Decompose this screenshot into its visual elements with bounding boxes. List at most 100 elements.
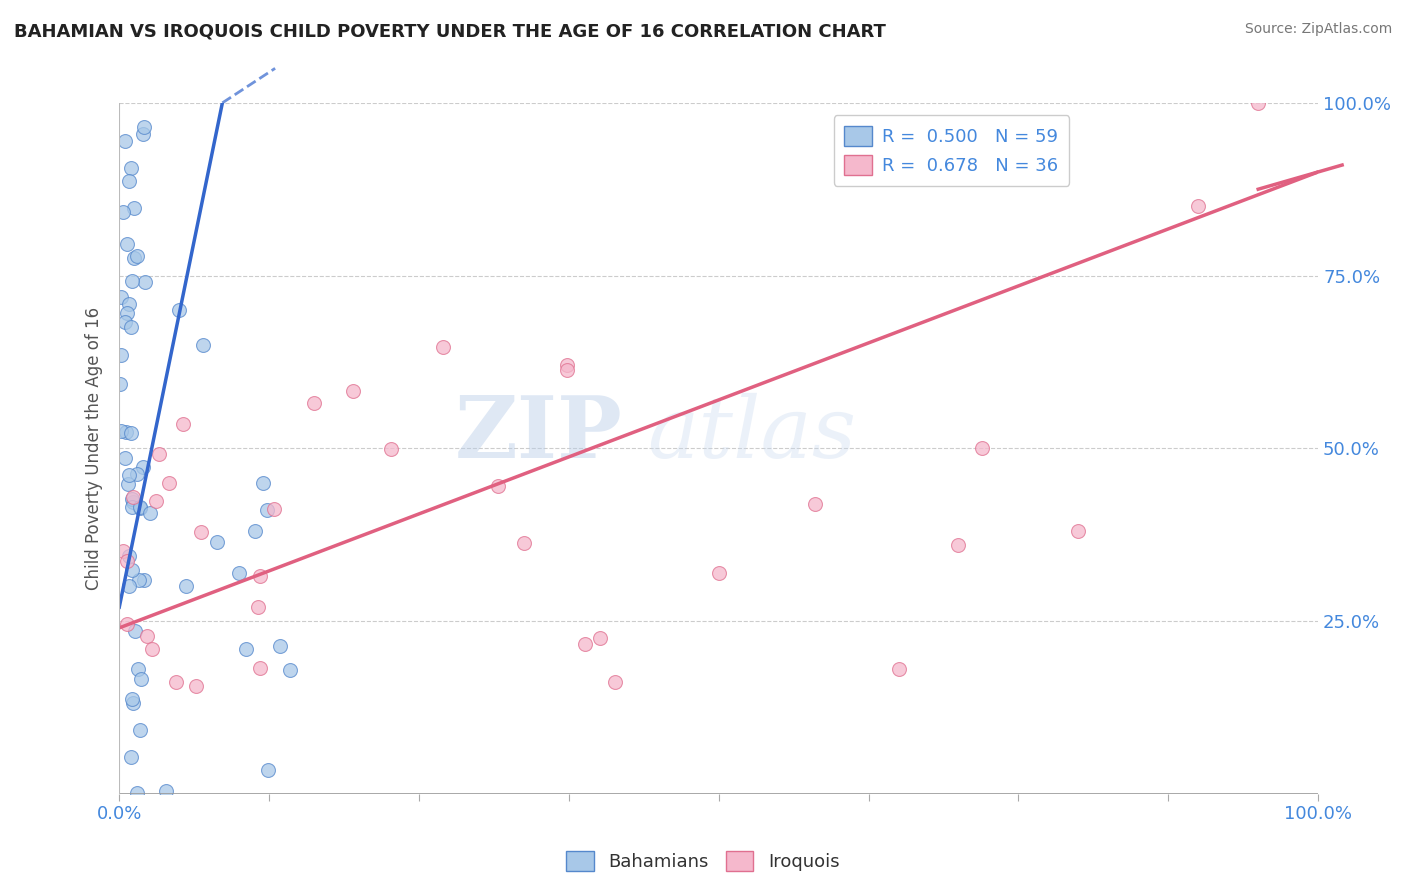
Point <box>111 544 134 558</box>
Point <box>134 275 156 289</box>
Point <box>257 763 280 777</box>
Point <box>115 616 138 631</box>
Text: BAHAMIAN VS IROQUOIS CHILD POVERTY UNDER THE AGE OF 16 CORRELATION CHART: BAHAMIAN VS IROQUOIS CHILD POVERTY UNDER… <box>14 22 886 40</box>
Point <box>115 236 138 251</box>
Point <box>1067 524 1090 538</box>
Point <box>120 425 142 440</box>
Point <box>134 120 156 134</box>
Point <box>380 442 402 457</box>
Point <box>121 692 143 706</box>
Point <box>128 501 150 516</box>
Point <box>110 425 132 439</box>
Point <box>157 475 180 490</box>
Point <box>120 320 142 334</box>
Point <box>972 442 994 456</box>
Point <box>114 134 136 148</box>
Text: ZIP: ZIP <box>456 392 623 476</box>
Point <box>167 303 190 318</box>
Point <box>342 384 364 398</box>
Point <box>252 475 274 490</box>
Point <box>128 500 150 514</box>
Point <box>432 340 454 354</box>
Point <box>118 579 141 593</box>
Point <box>186 680 208 694</box>
Point <box>138 506 160 520</box>
Point <box>131 673 153 687</box>
Point <box>114 451 136 466</box>
Point <box>115 425 138 440</box>
Point <box>243 524 266 538</box>
Point <box>513 535 536 549</box>
Point <box>128 574 150 588</box>
Point <box>132 127 155 141</box>
Point <box>278 664 301 678</box>
Point <box>110 290 132 304</box>
Point <box>115 306 138 320</box>
Point <box>122 696 145 710</box>
Point <box>121 500 143 514</box>
Point <box>1187 199 1209 213</box>
Point <box>302 396 325 410</box>
Point <box>120 161 142 175</box>
Point <box>118 296 141 310</box>
Point <box>605 675 627 690</box>
Point <box>114 315 136 329</box>
Point <box>887 662 910 676</box>
Point <box>136 629 159 643</box>
Point <box>803 496 825 510</box>
Point <box>122 495 145 509</box>
Point <box>263 501 285 516</box>
Point <box>124 252 146 266</box>
Point <box>707 566 730 580</box>
Y-axis label: Child Poverty Under the Age of 16: Child Poverty Under the Age of 16 <box>86 307 103 590</box>
Point <box>111 205 134 219</box>
Point <box>249 568 271 582</box>
Point <box>124 624 146 639</box>
Point <box>145 494 167 508</box>
Point <box>132 460 155 475</box>
Point <box>172 417 194 431</box>
Point <box>155 784 177 798</box>
Point <box>108 377 131 392</box>
Point <box>190 524 212 539</box>
Point <box>127 662 149 676</box>
Legend: R =  0.500   N = 59, R =  0.678   N = 36: R = 0.500 N = 59, R = 0.678 N = 36 <box>834 115 1070 186</box>
Point <box>247 599 270 614</box>
Point <box>249 661 271 675</box>
Point <box>207 535 229 549</box>
Point <box>117 477 139 491</box>
Point <box>115 554 138 568</box>
Point <box>125 467 148 481</box>
Point <box>588 632 610 646</box>
Point <box>117 468 139 483</box>
Point <box>1247 95 1270 110</box>
Point <box>120 750 142 764</box>
Point <box>121 563 143 577</box>
Point <box>148 447 170 461</box>
Point <box>235 641 257 656</box>
Point <box>574 636 596 650</box>
Point <box>486 479 509 493</box>
Point <box>228 566 250 580</box>
Point <box>110 348 132 362</box>
Point <box>127 786 149 800</box>
Point <box>118 174 141 188</box>
Legend: Bahamians, Iroquois: Bahamians, Iroquois <box>560 844 846 879</box>
Point <box>176 579 198 593</box>
Point <box>141 642 163 657</box>
Point <box>129 723 152 737</box>
Point <box>122 201 145 215</box>
Point <box>165 674 187 689</box>
Text: atlas: atlas <box>647 393 856 475</box>
Point <box>118 549 141 564</box>
Point <box>122 491 145 505</box>
Point <box>121 492 143 507</box>
Point <box>193 337 215 351</box>
Point <box>948 538 970 552</box>
Point <box>555 358 578 372</box>
Point <box>121 274 143 288</box>
Point <box>555 363 578 377</box>
Point <box>125 249 148 263</box>
Point <box>132 574 155 588</box>
Point <box>269 639 291 653</box>
